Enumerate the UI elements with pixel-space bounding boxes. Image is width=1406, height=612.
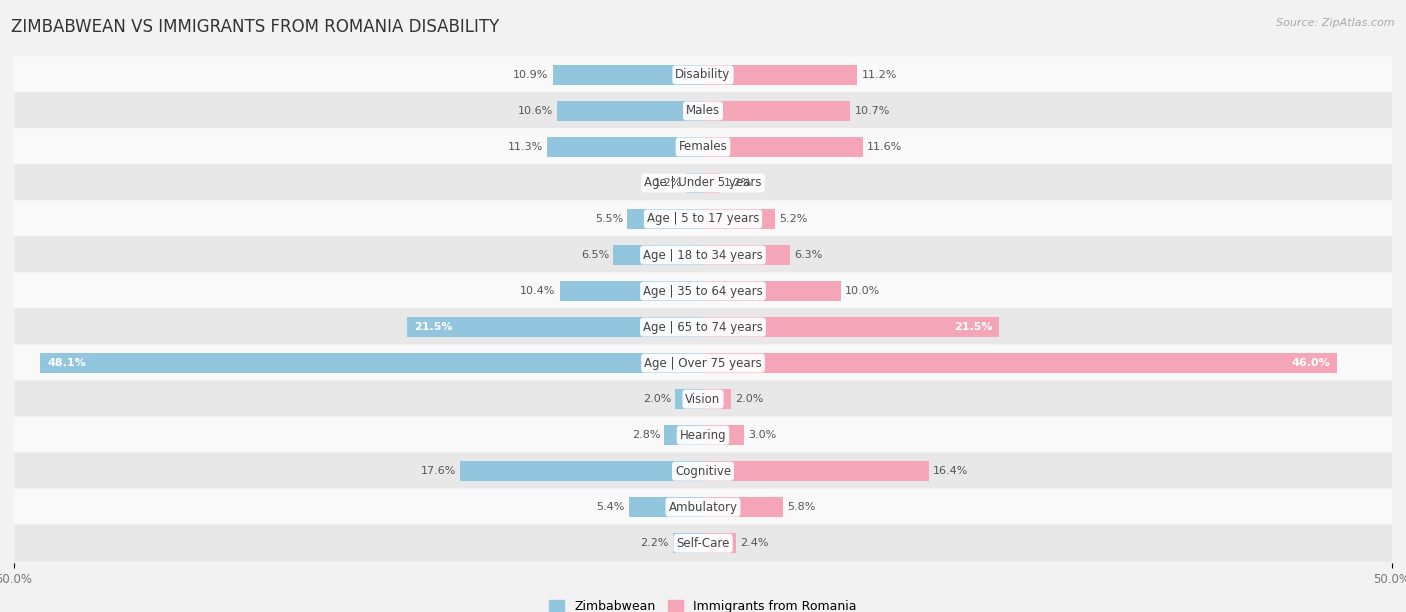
- FancyBboxPatch shape: [14, 236, 1392, 274]
- Text: Ambulatory: Ambulatory: [668, 501, 738, 513]
- Bar: [703, 389, 731, 409]
- Text: Males: Males: [686, 105, 720, 118]
- Text: Vision: Vision: [685, 393, 721, 406]
- Text: Females: Females: [679, 140, 727, 154]
- FancyBboxPatch shape: [14, 381, 1392, 418]
- Bar: [703, 317, 1000, 337]
- Bar: [628, 498, 703, 517]
- Text: 21.5%: 21.5%: [413, 322, 453, 332]
- Bar: [703, 245, 790, 265]
- Bar: [703, 101, 851, 121]
- Bar: [547, 137, 703, 157]
- FancyBboxPatch shape: [14, 92, 1392, 130]
- Text: 10.9%: 10.9%: [513, 70, 548, 80]
- FancyBboxPatch shape: [14, 272, 1392, 310]
- Bar: [703, 498, 783, 517]
- Text: 11.6%: 11.6%: [868, 142, 903, 152]
- Text: Age | 18 to 34 years: Age | 18 to 34 years: [643, 248, 763, 261]
- Bar: [703, 425, 744, 445]
- Bar: [557, 101, 703, 121]
- Text: 3.0%: 3.0%: [748, 430, 776, 440]
- FancyBboxPatch shape: [14, 200, 1392, 237]
- FancyBboxPatch shape: [14, 452, 1392, 490]
- FancyBboxPatch shape: [14, 56, 1392, 94]
- FancyBboxPatch shape: [14, 345, 1392, 382]
- Text: 16.4%: 16.4%: [934, 466, 969, 476]
- Text: 5.4%: 5.4%: [596, 502, 624, 512]
- Bar: [703, 173, 720, 193]
- Bar: [703, 281, 841, 301]
- Text: 2.0%: 2.0%: [735, 394, 763, 404]
- Text: 2.0%: 2.0%: [643, 394, 671, 404]
- Bar: [553, 65, 703, 85]
- Text: Hearing: Hearing: [679, 428, 727, 442]
- Bar: [461, 461, 703, 481]
- Text: 2.8%: 2.8%: [631, 430, 661, 440]
- Bar: [665, 425, 703, 445]
- Bar: [703, 533, 737, 553]
- Bar: [613, 245, 703, 265]
- Text: Age | 5 to 17 years: Age | 5 to 17 years: [647, 212, 759, 225]
- Text: Age | Over 75 years: Age | Over 75 years: [644, 357, 762, 370]
- Bar: [672, 533, 703, 553]
- Text: 46.0%: 46.0%: [1291, 358, 1330, 368]
- Bar: [703, 65, 858, 85]
- Bar: [703, 209, 775, 229]
- Text: 2.2%: 2.2%: [640, 538, 669, 548]
- FancyBboxPatch shape: [14, 524, 1392, 562]
- FancyBboxPatch shape: [14, 164, 1392, 202]
- Bar: [703, 461, 929, 481]
- Text: 5.8%: 5.8%: [787, 502, 815, 512]
- Text: 11.3%: 11.3%: [508, 142, 543, 152]
- Legend: Zimbabwean, Immigrants from Romania: Zimbabwean, Immigrants from Romania: [544, 595, 862, 612]
- Text: Age | Under 5 years: Age | Under 5 years: [644, 176, 762, 190]
- Text: 11.2%: 11.2%: [862, 70, 897, 80]
- Bar: [675, 389, 703, 409]
- Text: 1.2%: 1.2%: [724, 178, 752, 188]
- Text: Self-Care: Self-Care: [676, 537, 730, 550]
- Text: Age | 65 to 74 years: Age | 65 to 74 years: [643, 321, 763, 334]
- Text: 10.7%: 10.7%: [855, 106, 890, 116]
- FancyBboxPatch shape: [14, 128, 1392, 166]
- Bar: [686, 173, 703, 193]
- Text: ZIMBABWEAN VS IMMIGRANTS FROM ROMANIA DISABILITY: ZIMBABWEAN VS IMMIGRANTS FROM ROMANIA DI…: [11, 18, 499, 36]
- Text: 6.5%: 6.5%: [581, 250, 609, 260]
- Text: Cognitive: Cognitive: [675, 465, 731, 478]
- Bar: [41, 353, 703, 373]
- Bar: [560, 281, 703, 301]
- Text: 17.6%: 17.6%: [420, 466, 457, 476]
- Text: 2.4%: 2.4%: [740, 538, 769, 548]
- Text: 10.6%: 10.6%: [517, 106, 553, 116]
- Bar: [703, 353, 1337, 373]
- Text: 5.5%: 5.5%: [595, 214, 623, 224]
- Text: Age | 35 to 64 years: Age | 35 to 64 years: [643, 285, 763, 297]
- Bar: [406, 317, 703, 337]
- FancyBboxPatch shape: [14, 488, 1392, 526]
- Text: 21.5%: 21.5%: [953, 322, 993, 332]
- Text: 10.0%: 10.0%: [845, 286, 880, 296]
- Text: Disability: Disability: [675, 69, 731, 81]
- Text: Source: ZipAtlas.com: Source: ZipAtlas.com: [1277, 18, 1395, 28]
- FancyBboxPatch shape: [14, 308, 1392, 346]
- Text: 5.2%: 5.2%: [779, 214, 807, 224]
- Text: 6.3%: 6.3%: [794, 250, 823, 260]
- Text: 1.2%: 1.2%: [654, 178, 682, 188]
- Bar: [703, 137, 863, 157]
- Text: 48.1%: 48.1%: [48, 358, 86, 368]
- Bar: [627, 209, 703, 229]
- Text: 10.4%: 10.4%: [520, 286, 555, 296]
- FancyBboxPatch shape: [14, 416, 1392, 454]
